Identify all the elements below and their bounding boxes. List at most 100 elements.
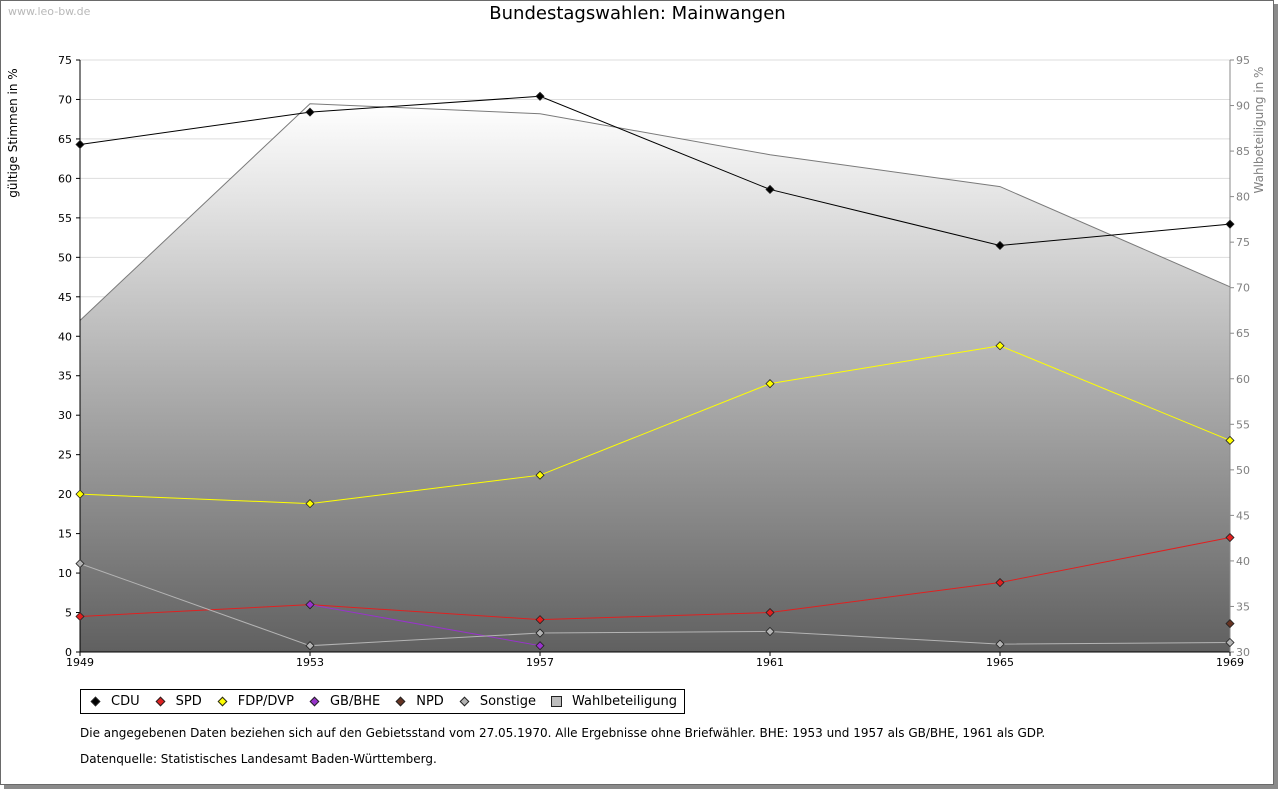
y-tick-label: 35 (58, 370, 72, 383)
series-line-spd (79, 537, 1231, 621)
point-fdp-dvp-1957 (535, 470, 545, 480)
y-tick-label: 10 (58, 567, 72, 580)
point-fdp-dvp-1953 (305, 499, 315, 509)
y2-tick-label: 75 (1236, 236, 1250, 249)
note-datenquelle: Datenquelle: Statistisches Landesamt Bad… (80, 752, 437, 766)
note-gebietsstand: Die angegebenen Daten beziehen sich auf … (80, 726, 1046, 740)
y-tick-label: 70 (58, 93, 72, 106)
point-cdu-1969 (1225, 219, 1235, 229)
turnout-area (80, 103, 1230, 653)
y-tick-label: 55 (58, 212, 72, 225)
legend-item-cdu: CDU (89, 694, 140, 709)
turnout-line (79, 103, 1231, 321)
point-cdu-1961 (765, 184, 775, 195)
point-gb-bhe-1957 (535, 641, 545, 651)
y-axis-label: gültige Stimmen in % (6, 68, 20, 197)
y-tick-label: 50 (58, 251, 72, 264)
point-npd-1969 (1225, 619, 1235, 629)
point-fdp-dvp-1961 (765, 379, 775, 389)
legend: CDU SPD FDP/DVP GB/BHE NPD Sonstige Wahlbeteil… (80, 689, 686, 714)
legend-label: Sonstige (479, 694, 536, 709)
watermark: www.leo-bw.de (8, 5, 91, 18)
legend-label: SPD (175, 694, 202, 709)
point-spd-1965 (995, 577, 1005, 588)
y2-tick-label: 65 (1236, 327, 1250, 340)
y2-tick-label: 60 (1236, 373, 1250, 386)
point-gb-bhe-1953 (305, 600, 315, 610)
legend-item-gb-bhe: GB/BHE (308, 694, 380, 709)
series-line-gb-bhe (309, 604, 541, 647)
legend-item-npd: NPD (394, 694, 444, 709)
point-fdp-dvp-1949 (75, 489, 85, 499)
point-cdu-1953 (305, 107, 315, 117)
diamond-icon (154, 695, 168, 709)
point-sonstige-1961 (765, 626, 775, 637)
legend-label: Wahlbeteiligung (572, 694, 678, 709)
point-cdu-1949 (75, 139, 85, 150)
series-line-cdu (79, 95, 1231, 246)
y-tick-label: 15 (58, 528, 72, 541)
point-fdp-dvp-1965 (995, 341, 1005, 351)
x-tick-label: 1953 (296, 656, 324, 669)
legend-item-spd: SPD (154, 694, 202, 709)
point-spd-1969 (1225, 532, 1235, 543)
x-tick-label: 1949 (66, 656, 94, 669)
legend-item-fdp-dvp: FDP/DVP (216, 694, 294, 709)
y2-tick-label: 40 (1236, 555, 1250, 568)
point-cdu-1957 (535, 91, 545, 101)
x-tick-label: 1965 (986, 656, 1014, 669)
series (75, 91, 1235, 651)
y-tick-label: 40 (58, 330, 72, 343)
y2-tick-label: 45 (1236, 509, 1250, 522)
square-icon (550, 695, 564, 709)
series-line-fdp-dvp (79, 345, 1231, 505)
diamond-icon (308, 695, 322, 709)
legend-label: GB/BHE (329, 694, 381, 709)
legend-label: FDP/DVP (237, 694, 294, 709)
chart-title: Bundestagswahlen: Mainwangen (489, 3, 786, 24)
x-tick-label: 1957 (526, 656, 554, 669)
diamond-icon (458, 695, 472, 709)
y2-tick-label: 50 (1236, 464, 1250, 477)
legend-item-wahlbeteiligung: Wahlbeteiligung (550, 694, 677, 709)
y-tick-label: 0 (65, 646, 72, 659)
x-tick-label: 1961 (756, 656, 784, 669)
y2-tick-label: 85 (1236, 145, 1250, 158)
y2-tick-label: 95 (1236, 54, 1250, 67)
ticks: 0 5 10 15 20 25 30 35 40 45 50 55 60 65 70 75 30 35 40 45 50… (58, 54, 1250, 669)
y-tick-label: 65 (58, 133, 72, 146)
point-fdp-dvp-1969 (1225, 435, 1235, 446)
point-spd-1957 (535, 615, 545, 625)
y2-tick-label: 70 (1236, 282, 1250, 295)
point-cdu-1965 (995, 240, 1005, 251)
point-sonstige-1949 (75, 559, 85, 569)
y-tick-label: 60 (58, 172, 72, 185)
point-sonstige-1953 (305, 641, 315, 651)
y-tick-label: 5 (65, 607, 72, 620)
y-tick-label: 30 (58, 409, 72, 422)
point-sonstige-1957 (535, 628, 545, 638)
legend-label: NPD (416, 694, 444, 709)
diamond-icon (394, 695, 408, 709)
point-sonstige-1969 (1225, 637, 1235, 648)
series-line-sonstige (79, 563, 1231, 647)
y2-tick-label: 80 (1236, 191, 1250, 204)
chart-area: 0 5 10 15 20 25 30 35 40 45 50 55 60 65 70 75 30 35 40 45 50… (6, 54, 1266, 669)
diamond-icon (89, 695, 103, 709)
y-tick-label: 45 (58, 291, 72, 304)
diamond-icon (216, 695, 230, 709)
y2-tick-label: 55 (1236, 418, 1250, 431)
point-spd-1949 (75, 611, 85, 622)
legend-item-sonstige: Sonstige (458, 694, 536, 709)
y-tick-label: 20 (58, 488, 72, 501)
legend-label: CDU (111, 694, 140, 709)
y2-tick-label: 90 (1236, 100, 1250, 113)
y2-tick-label: 30 (1236, 646, 1250, 659)
y2-axis-label: Wahlbeteiligung in % (1252, 67, 1266, 194)
point-sonstige-1965 (995, 639, 1005, 649)
x-tick-label: 1969 (1216, 656, 1244, 669)
point-spd-1961 (765, 607, 775, 618)
y2-tick-label: 35 (1236, 600, 1250, 613)
y-tick-label: 75 (58, 54, 72, 67)
y-tick-label: 25 (58, 449, 72, 462)
